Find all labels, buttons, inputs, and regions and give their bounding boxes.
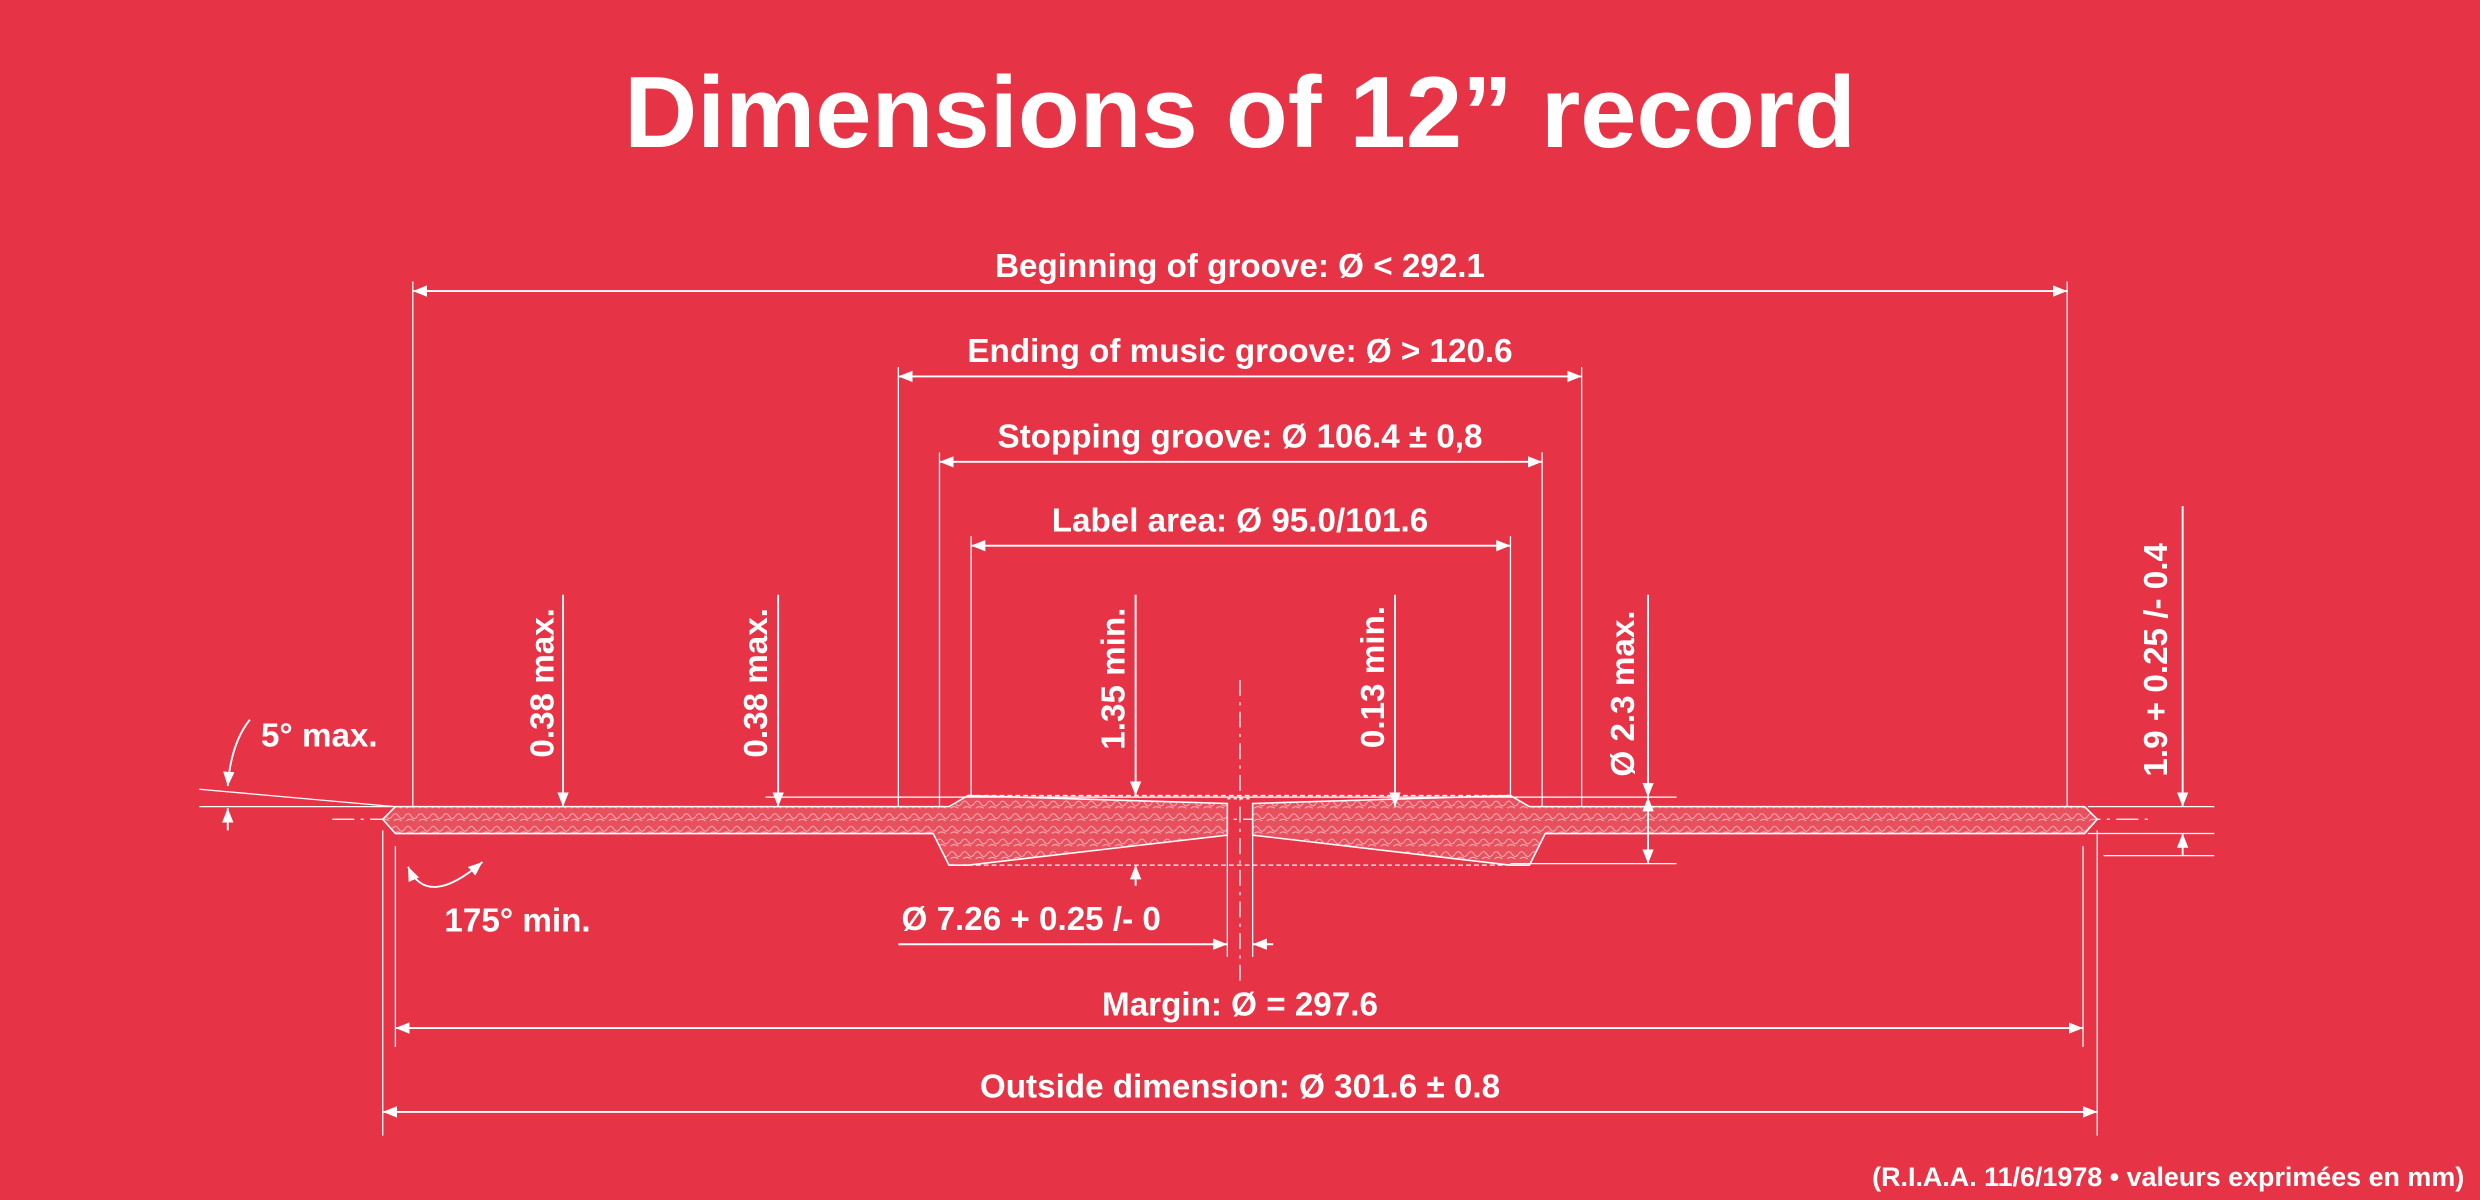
dimension-label: Label area: Ø 95.0/101.6: [1052, 502, 1429, 539]
dimension-label: Beginning of groove: Ø < 292.1: [995, 248, 1485, 285]
dimension-label: 0.38 max.: [738, 608, 775, 758]
dimension-label: 0.13 min.: [1355, 606, 1392, 748]
dimension-label: Ending of music groove: Ø > 120.6: [967, 333, 1512, 370]
record-profile: [332, 680, 2155, 984]
dimension-label: 175° min.: [444, 903, 590, 940]
dimension-label: Ø 2.3 max.: [1605, 610, 1642, 776]
footnote: (R.I.A.A. 11/6/1978 • valeurs exprimées …: [1872, 1162, 2464, 1192]
dimension-label: Ø 7.26 + 0.25 /- 0: [902, 901, 1161, 938]
dimension-label: 1.35 min.: [1096, 608, 1133, 750]
dimension-label: 0.38 max.: [525, 608, 562, 758]
dimension-label: 5° max.: [261, 718, 378, 755]
dimension-lines: [199, 281, 2215, 1136]
dimension-label: Margin: Ø = 297.6: [1102, 986, 1378, 1023]
dimension-label: Outside dimension: Ø 301.6 ± 0.8: [980, 1069, 1500, 1106]
dimension-label: Stopping groove: Ø 106.4 ± 0,8: [997, 419, 1482, 456]
title: Dimensions of 12” record: [624, 56, 1856, 169]
dimension-label: 1.9 + 0.25 /- 0.4: [2138, 543, 2175, 777]
